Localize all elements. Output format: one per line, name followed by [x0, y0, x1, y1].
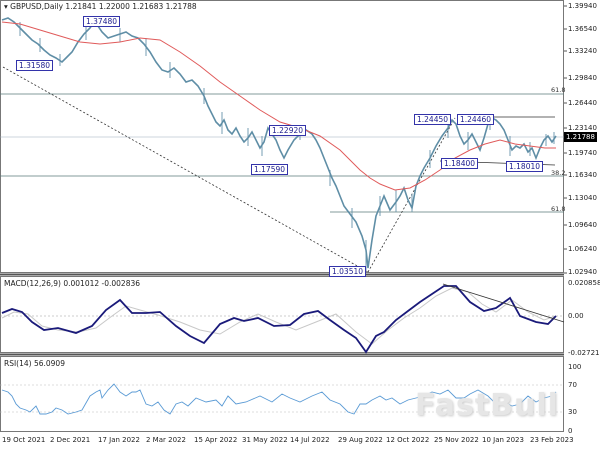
rsi-line [1, 383, 557, 415]
rsi-axis-label: 70 [568, 381, 577, 389]
price-axis-label: 1.39940 [568, 2, 597, 10]
current-price-badge: 1.21788 [564, 132, 597, 142]
price-pane-frame [0, 0, 564, 273]
price-axis-label: 1.36540 [568, 25, 597, 33]
macd-axis-label: 0.00 [568, 312, 584, 320]
date-axis-label: 31 May 2022 [242, 436, 288, 444]
price-axis-label: 1.13040 [568, 194, 597, 202]
price-axis-label: 1.02940 [568, 268, 597, 276]
moving-average-line [1, 21, 556, 191]
macd-title: MACD(12,26,9) 0.001012 -0.002836 [4, 279, 141, 288]
swing-label: 1.18010 [506, 161, 544, 172]
price-axis-ticks [564, 5, 567, 274]
price-axis-label: 1.09640 [568, 221, 597, 229]
swing-label: 1.17590 [251, 164, 289, 175]
price-axis-label: 1.26440 [568, 99, 597, 107]
fib-label: 38.2 [551, 169, 566, 177]
macd-main-line [1, 285, 557, 354]
date-axis-label: 2 Mar 2022 [146, 436, 186, 444]
date-axis-label: 2 Dec 2021 [50, 436, 91, 444]
date-axis-label: 19 Oct 2021 [2, 436, 46, 444]
date-axis-label: 10 Jan 2023 [482, 436, 524, 444]
collapse-triangle-icon[interactable]: ▾ [4, 2, 8, 11]
rsi-axis-label: 100 [568, 363, 582, 371]
date-axis-label: 14 Jul 2022 [290, 436, 330, 444]
swing-label: 1.18400 [441, 158, 479, 169]
macd-pane-frame [0, 276, 564, 353]
date-axis-label: 12 Oct 2022 [386, 436, 430, 444]
swing-label: 1.37480 [83, 16, 121, 27]
watermark: FastBull [415, 388, 559, 423]
date-axis-label: 23 Feb 2023 [530, 436, 574, 444]
rsi-axis-label: 30 [568, 408, 577, 416]
rsi-title: RSI(14) 56.0909 [4, 359, 65, 368]
macd-trendline [442, 283, 565, 323]
rsi-axis-label: 0 [568, 427, 573, 435]
trendline-dotted-down [2, 66, 369, 273]
date-axis-label: 29 Aug 2022 [338, 436, 383, 444]
swing-label: 1.03510 [329, 266, 367, 277]
swing-label: 1.24450 [414, 114, 452, 125]
date-axis-label: 17 Jan 2022 [98, 436, 140, 444]
date-axis-label: 15 Apr 2022 [194, 436, 238, 444]
price-axis-label: 1.06240 [568, 245, 597, 253]
price-axis-label: 1.29840 [568, 74, 597, 82]
macd-axis-label: 0.020858 [568, 279, 600, 287]
swing-label: 1.31580 [16, 60, 54, 71]
price-axis-label: 1.33240 [568, 47, 597, 55]
swing-label: 1.24460 [457, 114, 495, 125]
macd-axis-label: -0.027213 [568, 349, 600, 357]
price-axis-label: 1.16340 [568, 171, 597, 179]
symbol-label: GBPUSD,Daily [10, 2, 64, 11]
swing-label: 1.22920 [269, 125, 307, 136]
date-axis-label: 25 Nov 2022 [434, 436, 479, 444]
chart-title: ▾ GBPUSD,Daily 1.21841 1.22000 1.21683 1… [4, 2, 197, 11]
fib-label: 61.8 [551, 205, 566, 213]
price-axis-label: 1.23140 [568, 124, 597, 132]
price-axis-label: 1.19740 [568, 149, 597, 157]
ohlc-values: 1.21841 1.22000 1.21683 1.21788 [65, 2, 197, 11]
fib-label: 61.8 [551, 86, 566, 94]
